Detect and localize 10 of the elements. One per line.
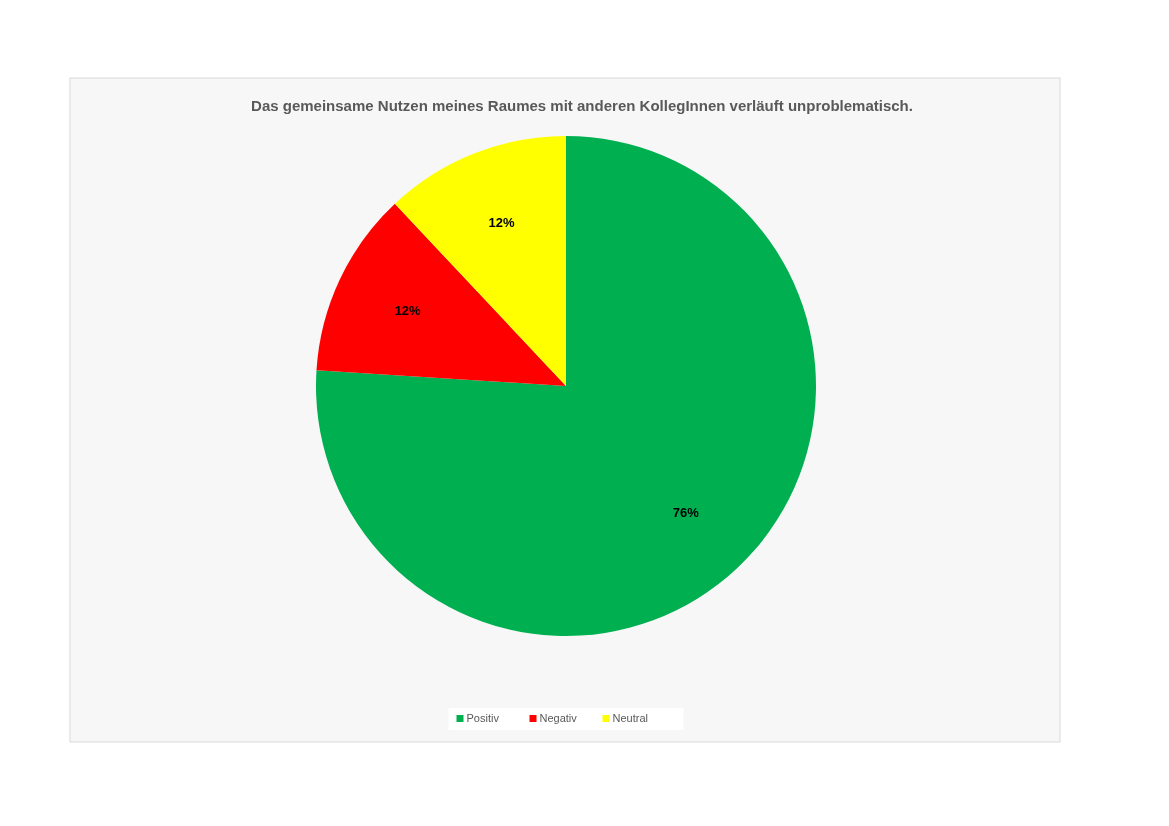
pie-slice xyxy=(316,136,816,636)
legend-label: Neutral xyxy=(612,711,648,724)
data-label: 12% xyxy=(394,302,422,318)
data-label: 12% xyxy=(488,214,516,230)
pie-slice xyxy=(394,136,566,386)
legend-label: Positiv xyxy=(466,711,500,724)
legend-label: Negativ xyxy=(539,711,578,724)
pie-slice xyxy=(316,203,566,386)
data-label: 76% xyxy=(672,505,700,521)
chart-title: Das gemeinsame Nutzen meines Raumes mit anderen KollegInnen verläuft unproblematisch. xyxy=(251,97,913,114)
